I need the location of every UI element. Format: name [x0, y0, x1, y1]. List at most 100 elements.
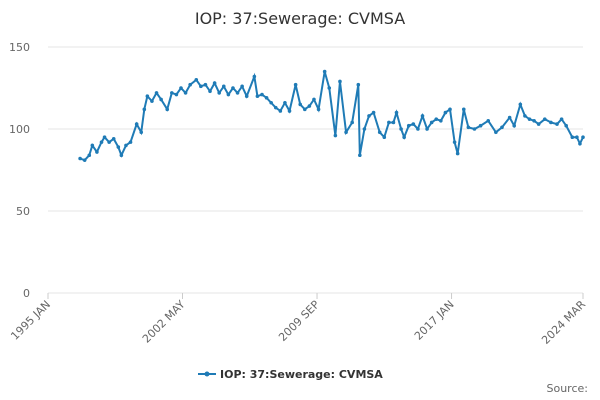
data-point	[555, 122, 559, 126]
data-point	[307, 104, 312, 108]
y-tick-label: 100	[9, 123, 30, 136]
data-point	[124, 143, 128, 148]
data-point	[382, 135, 387, 139]
data-point	[240, 84, 244, 89]
data-point	[478, 123, 483, 128]
data-point	[523, 114, 527, 118]
data-point	[542, 117, 547, 121]
data-point	[203, 82, 208, 87]
data-point	[570, 135, 575, 139]
x-tick-label: 2002 MAY	[140, 298, 188, 346]
data-point	[394, 110, 399, 115]
data-point	[416, 127, 420, 131]
data-point	[102, 135, 107, 139]
data-point	[434, 117, 439, 121]
data-point	[174, 92, 179, 97]
data-point	[448, 107, 452, 112]
data-line	[79, 71, 584, 162]
data-point	[226, 92, 231, 97]
data-point	[527, 117, 532, 121]
data-point	[142, 107, 147, 112]
data-point	[350, 120, 354, 125]
data-point	[95, 150, 99, 154]
x-tick-label: 2017 JAN	[412, 298, 457, 343]
data-point	[99, 140, 104, 144]
source: Source:	[547, 382, 589, 395]
data-point	[322, 69, 327, 74]
data-point	[298, 102, 303, 107]
data-point	[293, 82, 298, 87]
data-point	[316, 107, 321, 112]
data-point	[154, 91, 159, 95]
data-point	[287, 109, 292, 113]
data-point	[461, 107, 466, 112]
data-point	[494, 130, 498, 135]
data-point	[564, 123, 568, 128]
data-point	[244, 94, 249, 98]
data-point	[377, 130, 382, 135]
data-point	[387, 120, 391, 125]
data-point	[179, 86, 183, 90]
data-point	[159, 97, 163, 102]
data-point	[344, 130, 348, 135]
data-point	[252, 74, 257, 79]
data-point	[371, 110, 376, 115]
data-point	[358, 153, 362, 158]
data-point	[532, 119, 536, 123]
data-point	[183, 91, 188, 95]
data-point	[536, 122, 541, 126]
x-tick-label: 2009 SEP	[276, 298, 322, 344]
data-point	[170, 91, 174, 95]
data-point	[472, 127, 477, 131]
data-point	[391, 120, 396, 125]
data-point	[333, 133, 338, 138]
data-point	[128, 140, 133, 144]
data-point	[367, 114, 371, 118]
data-point	[145, 94, 150, 98]
data-point	[411, 122, 416, 126]
data-point	[199, 84, 203, 89]
data-point	[139, 130, 144, 135]
data-point	[82, 158, 87, 162]
data-point	[507, 115, 512, 120]
data-point	[356, 82, 361, 87]
data-point	[235, 91, 240, 95]
data-point	[283, 100, 287, 105]
data-point	[578, 141, 582, 146]
data-point	[134, 122, 139, 126]
data-point	[107, 140, 111, 144]
y-tick-label: 0	[23, 287, 30, 300]
data-point	[559, 117, 564, 121]
data-point	[87, 153, 92, 158]
x-tick-label: 1995 JAN	[8, 298, 53, 343]
data-point	[194, 78, 199, 82]
data-point	[150, 99, 154, 103]
data-point	[278, 109, 283, 113]
data-point	[402, 135, 406, 139]
data-point	[425, 127, 429, 131]
data-point	[303, 107, 307, 112]
data-point	[420, 114, 425, 118]
data-point	[221, 84, 226, 89]
data-point	[212, 81, 217, 85]
data-point	[188, 82, 192, 87]
data-point	[429, 120, 434, 125]
data-point	[217, 91, 221, 95]
y-tick-label: 150	[9, 41, 30, 54]
data-point	[90, 143, 95, 148]
data-point	[119, 153, 124, 158]
data-point	[443, 110, 448, 115]
data-point	[273, 105, 278, 110]
data-point	[406, 123, 411, 128]
data-point	[116, 145, 121, 149]
y-tick-label: 50	[16, 205, 30, 218]
chart-title: IOP: 37:Sewerage: CVMSA	[195, 9, 405, 28]
data-point	[512, 123, 517, 128]
data-point	[399, 127, 403, 131]
data-point	[486, 119, 491, 123]
data-point	[439, 119, 443, 123]
data-point	[327, 86, 332, 90]
x-tick-label: 2024 MAR	[539, 298, 588, 347]
